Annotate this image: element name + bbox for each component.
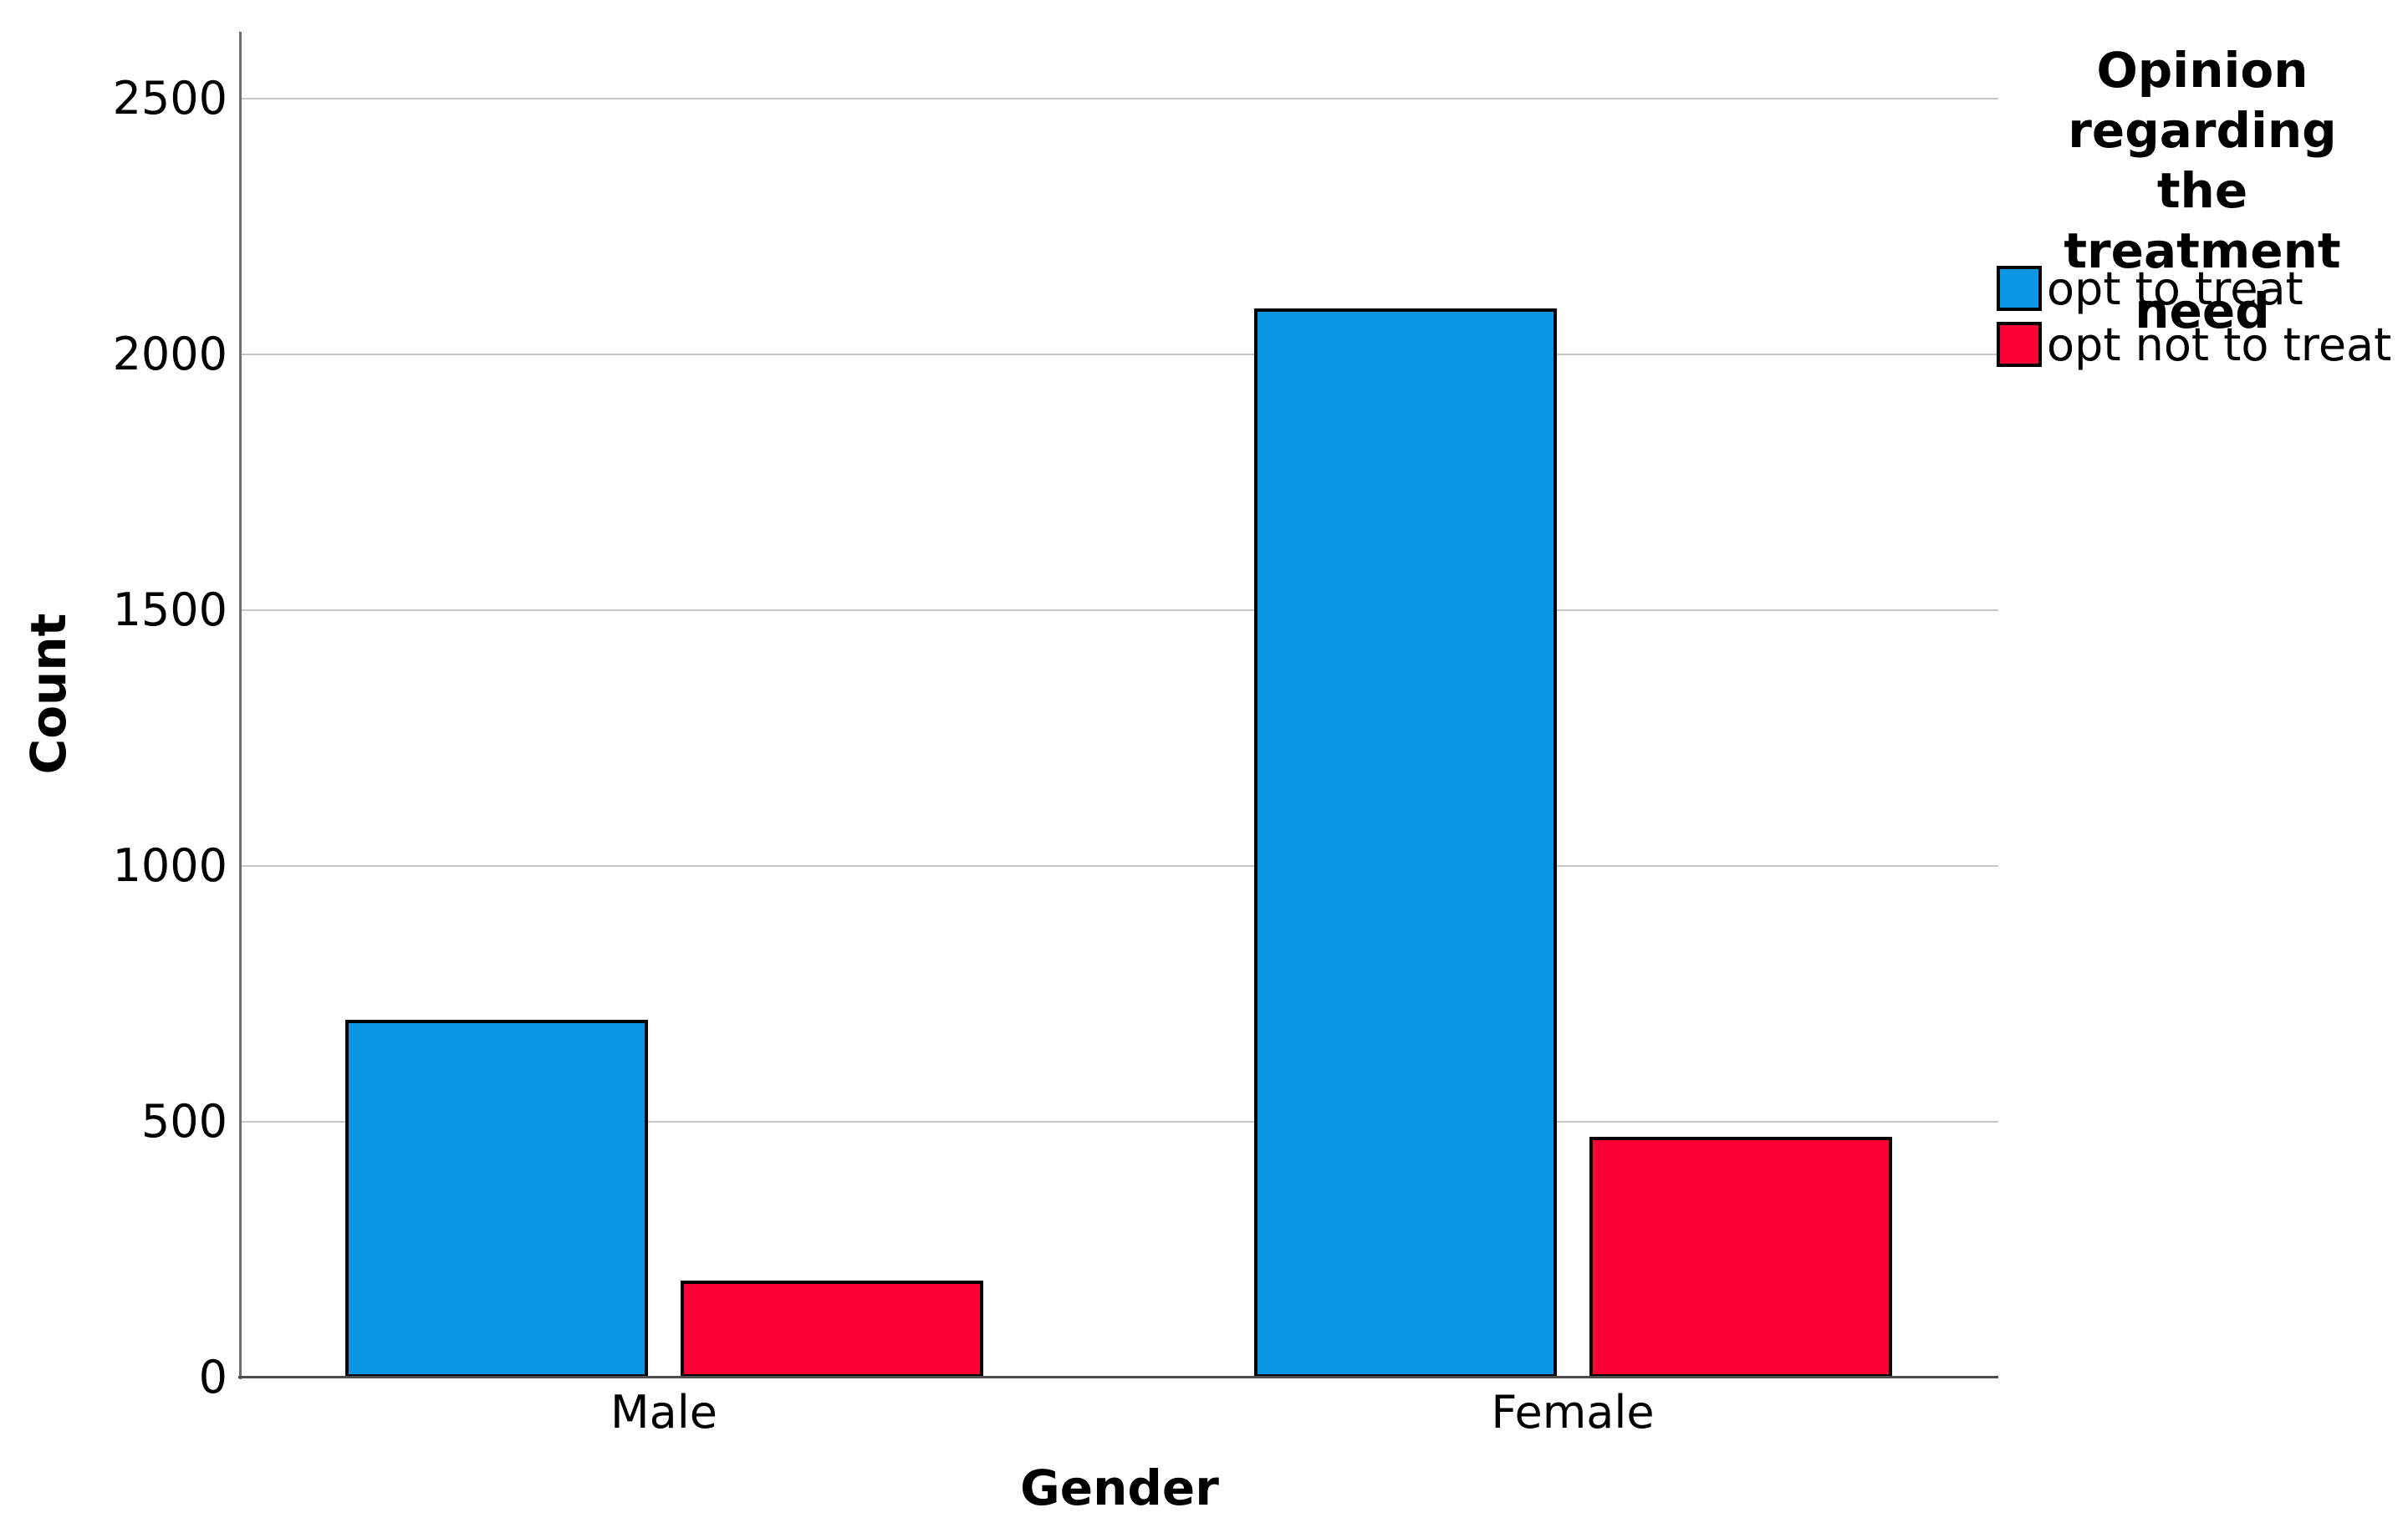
gridline-2500 bbox=[241, 98, 1998, 99]
y-axis-title: Count bbox=[20, 613, 77, 775]
bar-female-opt-to-treat bbox=[1254, 308, 1557, 1378]
gridline-500 bbox=[241, 1121, 1998, 1123]
bar-male-opt-not-to-treat bbox=[681, 1281, 983, 1378]
legend-title: Opinion regarding the treatment need bbox=[2064, 42, 2341, 339]
bar-female-opt-not-to-treat bbox=[1589, 1137, 1892, 1378]
y-tick-label-1500: 1500 bbox=[112, 583, 227, 636]
gridline-1000 bbox=[241, 865, 1998, 867]
y-tick-label-1000: 1000 bbox=[112, 839, 227, 892]
y-tick-label-0: 0 bbox=[198, 1351, 227, 1403]
y-tick-label-2500: 2500 bbox=[112, 72, 227, 125]
gridline-2000 bbox=[241, 354, 1998, 355]
y-axis-line bbox=[239, 32, 242, 1379]
bar-male-opt-to-treat bbox=[345, 1020, 648, 1378]
y-tick-label-500: 500 bbox=[140, 1095, 227, 1148]
legend-label: opt to treat bbox=[2047, 262, 2303, 315]
gridline-1500 bbox=[241, 609, 1998, 611]
legend-swatch-opt-to-treat bbox=[1997, 266, 2042, 311]
x-axis-title: Gender bbox=[1020, 1459, 1219, 1516]
legend-label: opt not to treat bbox=[2047, 318, 2392, 371]
x-category-label-male: Male bbox=[610, 1386, 717, 1439]
legend-swatch-opt-not-to-treat bbox=[1997, 322, 2042, 367]
y-tick-label-2000: 2000 bbox=[112, 328, 227, 380]
x-category-label-female: Female bbox=[1491, 1386, 1655, 1439]
x-axis-line bbox=[238, 1376, 1998, 1378]
